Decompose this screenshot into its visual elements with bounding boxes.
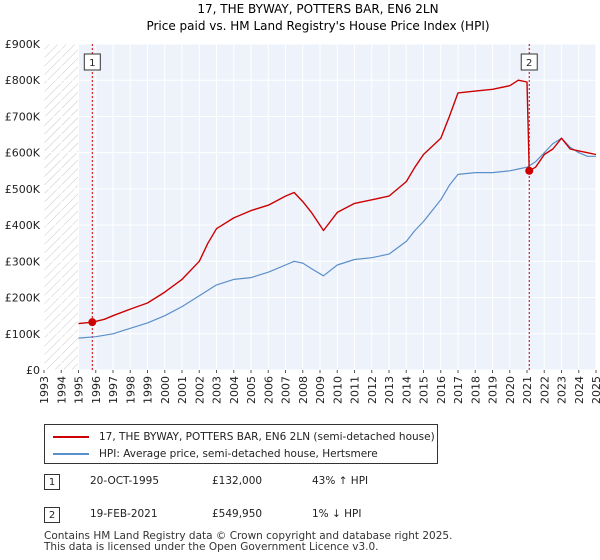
- sale-marker-label-1: 1: [89, 58, 95, 69]
- sale-badge-2: 2: [44, 507, 60, 523]
- y-tick-label-9: £900K: [5, 38, 41, 51]
- x-tick-label-10: 2003: [211, 376, 224, 404]
- x-tick-label-25: 2018: [469, 376, 482, 404]
- x-tick-label-8: 2001: [176, 376, 189, 404]
- footer-line-2: This data is licensed under the Open Gov…: [44, 541, 379, 553]
- y-tick-label-4: £400K: [5, 219, 41, 232]
- legend: 17, THE BYWAY, POTTERS BAR, EN6 2LN (sem…: [44, 424, 438, 464]
- x-tick-label-32: 2025: [590, 376, 600, 404]
- y-tick-label-2: £200K: [5, 292, 41, 305]
- y-tick-label-7: £700K: [5, 110, 41, 123]
- x-tick-label-18: 2011: [349, 376, 362, 404]
- sale-price-2: £549,950: [212, 508, 263, 520]
- legend-label-property: 17, THE BYWAY, POTTERS BAR, EN6 2LN (sem…: [99, 431, 435, 443]
- x-tick-label-26: 2019: [487, 376, 500, 404]
- chart-subtitle: Price paid vs. HM Land Registry's House …: [146, 19, 489, 33]
- x-tick-label-19: 2012: [366, 376, 379, 404]
- sale-point-2: [525, 166, 534, 175]
- x-tick-label-24: 2017: [452, 376, 465, 404]
- x-tick-label-31: 2024: [573, 376, 586, 404]
- sale-hpi-1: 43% ↑ HPI: [312, 475, 369, 487]
- series-line-hpi: [78, 137, 596, 339]
- x-tick-label-21: 2014: [400, 376, 413, 404]
- x-tick-label-28: 2021: [521, 376, 534, 404]
- footer-line-1: Contains HM Land Registry data © Crown c…: [44, 530, 453, 542]
- x-tick-label-1: 1994: [55, 376, 68, 404]
- x-tick-label-5: 1998: [124, 376, 137, 404]
- x-tick-label-16: 2009: [314, 376, 327, 404]
- y-tick-label-1: £100K: [5, 328, 41, 341]
- legend-label-hpi: HPI: Average price, semi-detached house,…: [99, 448, 378, 460]
- x-tick-label-23: 2016: [435, 376, 448, 404]
- x-tick-label-2: 1995: [73, 376, 86, 404]
- x-tick-label-7: 2000: [159, 376, 172, 404]
- x-tick-label-13: 2006: [262, 376, 275, 404]
- x-tick-label-15: 2008: [297, 376, 310, 404]
- legend-swatch-hpi: [53, 453, 89, 455]
- chart-title: 17, THE BYWAY, POTTERS BAR, EN6 2LN: [197, 2, 438, 16]
- x-tick-label-0: 1993: [38, 376, 51, 404]
- y-tick-label-5: £500K: [5, 183, 41, 196]
- x-tick-label-22: 2015: [418, 376, 431, 404]
- sale-price-1: £132,000: [212, 475, 263, 487]
- price-chart: 17, THE BYWAY, POTTERS BAR, EN6 2LN Pric…: [5, 2, 600, 404]
- y-tick-label-6: £600K: [5, 147, 41, 160]
- y-tick-label-8: £800K: [5, 74, 41, 87]
- series-line-property: [78, 79, 597, 325]
- y-tick-label-3: £300K: [5, 255, 41, 268]
- x-tick-label-29: 2022: [538, 376, 551, 404]
- sale-date-1: 20-OCT-1995: [90, 475, 159, 487]
- x-tick-label-9: 2002: [193, 376, 206, 404]
- sale-badge-1: 1: [44, 474, 60, 490]
- sale-marker-box-2: [520, 53, 538, 71]
- sale-point-1: [88, 318, 97, 327]
- x-tick-label-3: 1996: [90, 376, 103, 404]
- x-tick-label-17: 2010: [331, 376, 344, 404]
- sale-hpi-2: 1% ↓ HPI: [312, 508, 362, 520]
- legend-item-property: 17, THE BYWAY, POTTERS BAR, EN6 2LN (sem…: [53, 428, 435, 446]
- legend-swatch-property: [53, 436, 89, 438]
- x-tick-label-4: 1997: [107, 376, 120, 404]
- x-tick-label-27: 2020: [504, 376, 517, 404]
- x-tick-label-30: 2023: [556, 376, 569, 404]
- sale-marker-label-2: 2: [526, 58, 532, 69]
- y-tick-label-0: £0: [26, 364, 40, 377]
- legend-item-hpi: HPI: Average price, semi-detached house,…: [53, 445, 378, 463]
- sale-marker-box-1: [83, 53, 101, 71]
- x-tick-label-12: 2005: [245, 376, 258, 404]
- x-tick-label-6: 1999: [142, 376, 155, 404]
- footer: Contains HM Land Registry data © Crown c…: [44, 531, 452, 553]
- x-tick-label-11: 2004: [228, 376, 241, 404]
- x-tick-label-14: 2007: [280, 376, 293, 404]
- sale-date-2: 19-FEB-2021: [90, 508, 158, 520]
- x-tick-label-20: 2013: [383, 376, 396, 404]
